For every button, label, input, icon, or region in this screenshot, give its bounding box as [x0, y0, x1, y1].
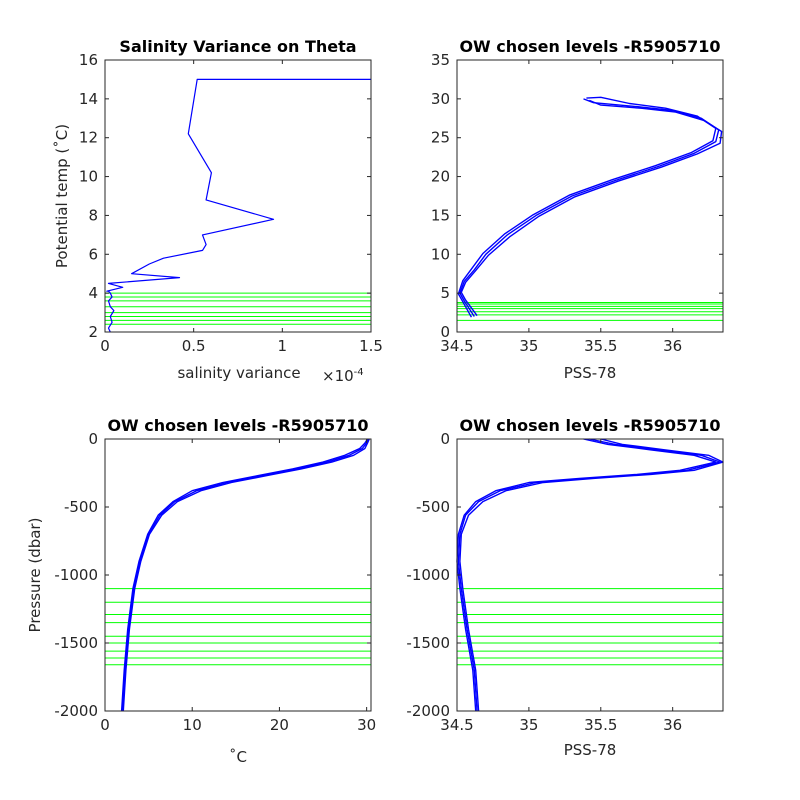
- plot-marks: [457, 96, 723, 321]
- plot-marks: [105, 78, 371, 333]
- axes-frame: [104, 59, 372, 333]
- x-tick-label: 1: [278, 337, 288, 355]
- x-tick-label: 35: [519, 337, 538, 355]
- x-tick-label: 36: [663, 716, 682, 734]
- x-tick-label: 36: [663, 337, 682, 355]
- y-axis: -2000 -1500 -1000 -500 0: [54, 430, 371, 720]
- y-tick-label: 10: [431, 245, 450, 263]
- x-tick-label: 10: [183, 716, 202, 734]
- profile-line: [121, 438, 370, 712]
- x-axis-label: ˚C: [229, 748, 247, 766]
- panel-salinity-variance: Salinity Variance on Theta 0 0.5 1 1.5 2 4 6 8…: [53, 37, 383, 385]
- exponent-power: -4: [354, 367, 364, 378]
- x-tick-label: 35.5: [584, 337, 617, 355]
- x-axis-label: PSS-78: [564, 741, 617, 759]
- y-tick-label: 20: [431, 168, 450, 186]
- exponent-base: ×10: [322, 367, 354, 385]
- y-tick-label: -1500: [406, 634, 450, 652]
- profile-line: [459, 98, 720, 317]
- x-tick-label: 0: [100, 337, 110, 355]
- x-tick-label: 35: [519, 716, 538, 734]
- plot-marks: [456, 438, 724, 712]
- y-axis: 0 5 10 15 20 25 30 35: [431, 51, 723, 341]
- x-axis-exponent: ×10-4: [322, 367, 364, 385]
- panel-title: OW chosen levels -R5905710: [107, 416, 368, 435]
- x-axis: 0 10 20 30: [100, 439, 376, 734]
- panel-title: OW chosen levels -R5905710: [459, 416, 720, 435]
- x-tick-label: 0: [100, 716, 110, 734]
- y-tick-label: -1500: [54, 634, 98, 652]
- y-tick-label: 12: [79, 129, 98, 147]
- y-axis-label: Pressure (dbar): [26, 518, 44, 633]
- x-axis: 34.5 35 35.5 36: [440, 60, 682, 355]
- y-tick-label: 8: [88, 206, 98, 224]
- plot-marks: [105, 438, 371, 712]
- y-tick-label: 5: [440, 284, 450, 302]
- profile-line: [106, 78, 371, 333]
- y-tick-label: 25: [431, 129, 450, 147]
- x-axis: 34.5 35 35.5 36: [440, 439, 682, 734]
- x-tick-label: 30: [357, 716, 376, 734]
- y-axis: 2 4 6 8 10 12 14 16: [79, 51, 371, 341]
- y-tick-label: 15: [431, 206, 450, 224]
- y-tick-label: 4: [88, 284, 98, 302]
- x-tick-label: 35.5: [584, 716, 617, 734]
- y-tick-label: 0: [88, 430, 98, 448]
- panel-salinity-pressure: OW chosen levels -R5905710 34.5 35 35.5 36 …: [406, 416, 724, 759]
- x-axis-label: PSS-78: [564, 364, 617, 382]
- profile-line: [456, 438, 717, 712]
- panel-temp-pressure: OW chosen levels -R5905710 0 10 20 30 -2000…: [26, 416, 376, 766]
- y-tick-label: -2000: [54, 702, 98, 720]
- y-tick-label: 16: [79, 51, 98, 69]
- y-tick-label: 6: [88, 245, 98, 263]
- x-tick-label: 0.5: [182, 337, 206, 355]
- panel-title: Salinity Variance on Theta: [119, 37, 356, 56]
- y-tick-label: 2: [88, 323, 98, 341]
- x-axis: 0 0.5 1 1.5: [100, 60, 383, 355]
- y-tick-label: 14: [79, 90, 98, 108]
- axes-frame: [456, 59, 724, 333]
- x-tick-label: 20: [270, 716, 289, 734]
- x-tick-label: 1.5: [359, 337, 383, 355]
- profile-line: [122, 438, 370, 712]
- x-tick-label: 34.5: [440, 716, 473, 734]
- panel-salinity-theta: OW chosen levels -R5905710 34.5 35 35.5 36 …: [431, 37, 724, 382]
- y-tick-label: -2000: [406, 702, 450, 720]
- y-axis-label: Potential temp (˚C): [53, 124, 71, 268]
- x-tick-label: 34.5: [440, 337, 473, 355]
- y-axis: -2000 -1500 -1000 -500 0: [406, 430, 723, 720]
- panel-title: OW chosen levels -R5905710: [459, 37, 720, 56]
- profile-line: [120, 438, 369, 712]
- y-tick-label: -1000: [406, 566, 450, 584]
- profile-line: [460, 99, 723, 317]
- y-tick-label: 30: [431, 90, 450, 108]
- axes-frame: [456, 438, 724, 712]
- x-axis-label: salinity variance: [177, 364, 300, 382]
- profile-line: [459, 438, 724, 712]
- profile-line: [457, 96, 717, 318]
- y-tick-label: 10: [79, 168, 98, 186]
- y-tick-label: -500: [416, 498, 450, 516]
- y-tick-label: 0: [440, 323, 450, 341]
- profile-line: [457, 438, 721, 712]
- y-tick-label: -500: [64, 498, 98, 516]
- y-tick-label: 0: [440, 430, 450, 448]
- y-tick-label: 35: [431, 51, 450, 69]
- y-tick-label: -1000: [54, 566, 98, 584]
